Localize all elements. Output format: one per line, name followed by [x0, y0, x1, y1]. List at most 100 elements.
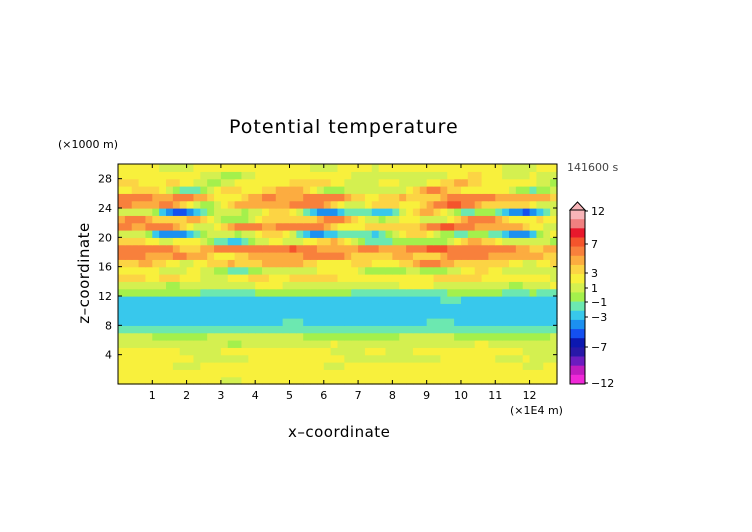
heatmap-cell — [186, 281, 195, 290]
heatmap-cell — [378, 281, 387, 290]
colorbar-tick-label: 12 — [591, 205, 605, 218]
heatmap-cell — [419, 281, 428, 290]
heatmap-cell — [344, 266, 352, 275]
heatmap-cell — [207, 376, 215, 385]
heatmap-cell — [138, 186, 147, 194]
heatmap-cell — [310, 362, 318, 370]
heatmap-cell — [138, 252, 147, 260]
heatmap-cell — [392, 178, 400, 187]
heatmap-cell — [275, 318, 284, 326]
heatmap-cell — [495, 318, 503, 326]
heatmap-cell — [419, 288, 428, 297]
heatmap-cell — [344, 259, 352, 268]
heatmap-cell — [268, 259, 277, 268]
heatmap-cell — [433, 281, 441, 290]
heatmap-cell — [310, 208, 318, 216]
heatmap-cell — [275, 347, 284, 356]
heatmap-cell — [207, 310, 215, 319]
heatmap-cell — [364, 318, 373, 326]
heatmap-cell — [392, 332, 400, 341]
heatmap-cell — [433, 332, 441, 341]
heatmap-cell — [412, 200, 421, 209]
heatmap-cell — [330, 222, 339, 231]
heatmap-cell — [488, 296, 496, 304]
heatmap-cell — [426, 252, 435, 260]
heatmap-cell — [358, 259, 366, 268]
heatmap-cell — [488, 215, 496, 224]
heatmap-cell — [515, 230, 524, 238]
heatmap-cell — [275, 230, 284, 238]
heatmap-cell — [193, 193, 201, 202]
heatmap-cell — [385, 303, 393, 312]
heatmap-cell — [152, 288, 160, 297]
heatmap-cell — [351, 193, 359, 202]
heatmap-cell — [488, 171, 496, 180]
heatmap-cell — [529, 237, 538, 246]
heatmap-cell — [227, 281, 236, 290]
heatmap-cell — [186, 193, 195, 202]
heatmap-cell — [282, 281, 291, 290]
heatmap-cell — [522, 288, 531, 297]
heatmap-cell — [234, 318, 243, 326]
heatmap-cell — [495, 340, 503, 348]
heatmap-cell — [412, 178, 421, 187]
heatmap-cell — [550, 266, 558, 275]
heatmap-cell — [536, 332, 544, 341]
heatmap-cell — [124, 303, 133, 312]
heatmap-cell — [412, 325, 421, 334]
heatmap-cell — [536, 354, 544, 363]
heatmap-cell — [172, 208, 181, 216]
heatmap-cell — [124, 354, 133, 363]
heatmap-cell — [543, 171, 551, 180]
heatmap-cell — [358, 347, 366, 356]
heatmap-cell — [406, 362, 414, 370]
heatmap-cell — [159, 296, 167, 304]
heatmap-cell — [275, 310, 284, 319]
heatmap-cell — [529, 303, 538, 312]
heatmap-cell — [378, 288, 387, 297]
heatmap-cell — [262, 318, 270, 326]
heatmap-cell — [399, 376, 407, 385]
heatmap-cell — [543, 347, 551, 356]
heatmap-cell — [138, 208, 147, 216]
heatmap-cell — [131, 208, 140, 216]
heatmap-cell — [364, 237, 373, 246]
heatmap-cell — [186, 215, 195, 224]
heatmap-cell — [159, 171, 167, 180]
heatmap-cell — [358, 186, 366, 194]
heatmap-cell — [467, 340, 476, 348]
x-tick-label: 8 — [389, 389, 396, 402]
heatmap-cell — [289, 164, 297, 172]
heatmap-cell — [419, 215, 428, 224]
x-axis-unit: (×1E4 m) — [510, 404, 563, 417]
heatmap-cell — [330, 266, 339, 275]
heatmap-cell — [550, 252, 558, 260]
heatmap-cell — [207, 340, 215, 348]
heatmap-cell — [495, 237, 503, 246]
heatmap-cell — [248, 200, 256, 209]
heatmap-cell — [124, 215, 133, 224]
heatmap-cell — [275, 186, 284, 194]
heatmap-cell — [392, 376, 400, 385]
heatmap-cell — [166, 237, 174, 246]
heatmap-cell — [166, 200, 174, 209]
heatmap-cell — [234, 296, 243, 304]
heatmap-cell — [378, 318, 387, 326]
heatmap-cell — [124, 178, 133, 187]
heatmap-cell — [495, 193, 503, 202]
x-tick-label: 2 — [183, 389, 190, 402]
heatmap-cell — [159, 200, 167, 209]
heatmap-cell — [268, 252, 277, 260]
heatmap-cell — [495, 178, 503, 187]
heatmap-cell — [323, 347, 332, 356]
heatmap-cell — [275, 208, 284, 216]
heatmap-cell — [371, 230, 380, 238]
heatmap-cell — [159, 208, 167, 216]
heatmap-cell — [460, 230, 469, 238]
heatmap-cell — [371, 252, 380, 260]
heatmap-cell — [152, 252, 160, 260]
heatmap-cell — [214, 354, 222, 363]
heatmap-cell — [474, 200, 483, 209]
heatmap-cell — [502, 318, 510, 326]
heatmap-cell — [207, 208, 215, 216]
